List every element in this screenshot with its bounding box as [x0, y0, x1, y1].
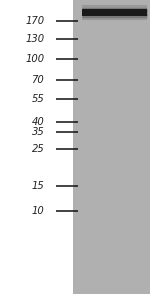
Text: 55: 55: [32, 94, 44, 104]
Text: 170: 170: [25, 16, 44, 26]
Text: 25: 25: [32, 144, 44, 154]
Text: 35: 35: [32, 127, 44, 137]
Bar: [73, 0, 150, 294]
Text: 100: 100: [25, 54, 44, 64]
Text: 130: 130: [25, 34, 44, 44]
Text: 15: 15: [32, 181, 44, 191]
Text: 40: 40: [32, 117, 44, 127]
Text: 70: 70: [32, 75, 44, 85]
Bar: [82, 9, 147, 16]
Text: 10: 10: [32, 206, 44, 216]
